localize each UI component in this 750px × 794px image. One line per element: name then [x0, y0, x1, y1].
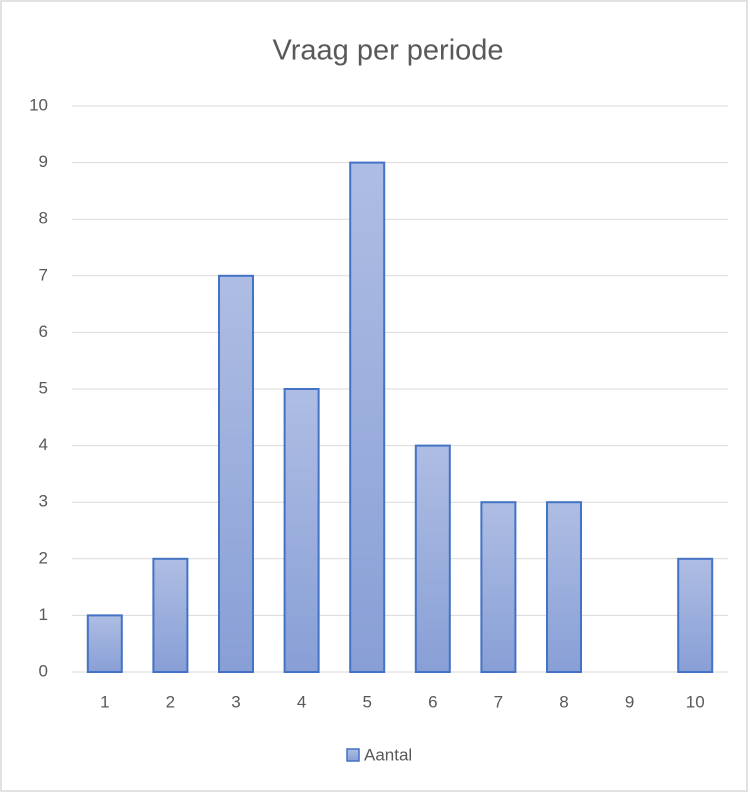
- legend-label: Aantal: [364, 745, 412, 764]
- x-tick-label: 9: [625, 692, 634, 711]
- x-tick-label: 2: [166, 692, 175, 711]
- x-tick-label: 1: [100, 692, 109, 711]
- x-tick-label: 7: [494, 692, 503, 711]
- x-tick-label: 6: [428, 692, 437, 711]
- bar: [349, 161, 386, 673]
- y-tick-label: 3: [39, 492, 48, 511]
- bar: [86, 614, 123, 674]
- x-tick-label: 4: [297, 692, 306, 711]
- y-tick-label: 9: [39, 152, 48, 171]
- chart-title: Vraag per periode: [272, 35, 503, 67]
- y-tick-label: 1: [39, 605, 48, 624]
- y-tick-label: 10: [29, 95, 48, 114]
- bar: [218, 274, 254, 673]
- legend-swatch: [346, 748, 360, 762]
- y-tick-label: 7: [39, 265, 48, 284]
- bar: [414, 444, 451, 673]
- x-tick-label: 5: [362, 692, 371, 711]
- bar: [152, 557, 189, 673]
- y-tick-label: 2: [39, 548, 48, 567]
- y-tick-label: 0: [39, 661, 48, 680]
- x-tick-label: 8: [559, 692, 568, 711]
- bar: [677, 557, 714, 673]
- y-tick-label: 8: [39, 209, 48, 228]
- x-tick-label: 3: [231, 692, 240, 711]
- y-tick-label: 6: [39, 322, 48, 341]
- y-tick-label: 4: [39, 435, 48, 454]
- x-tick-label: 10: [686, 692, 705, 711]
- bar: [546, 501, 582, 674]
- bar: [283, 388, 320, 673]
- bar: [480, 501, 517, 674]
- y-tick-label: 5: [39, 378, 48, 397]
